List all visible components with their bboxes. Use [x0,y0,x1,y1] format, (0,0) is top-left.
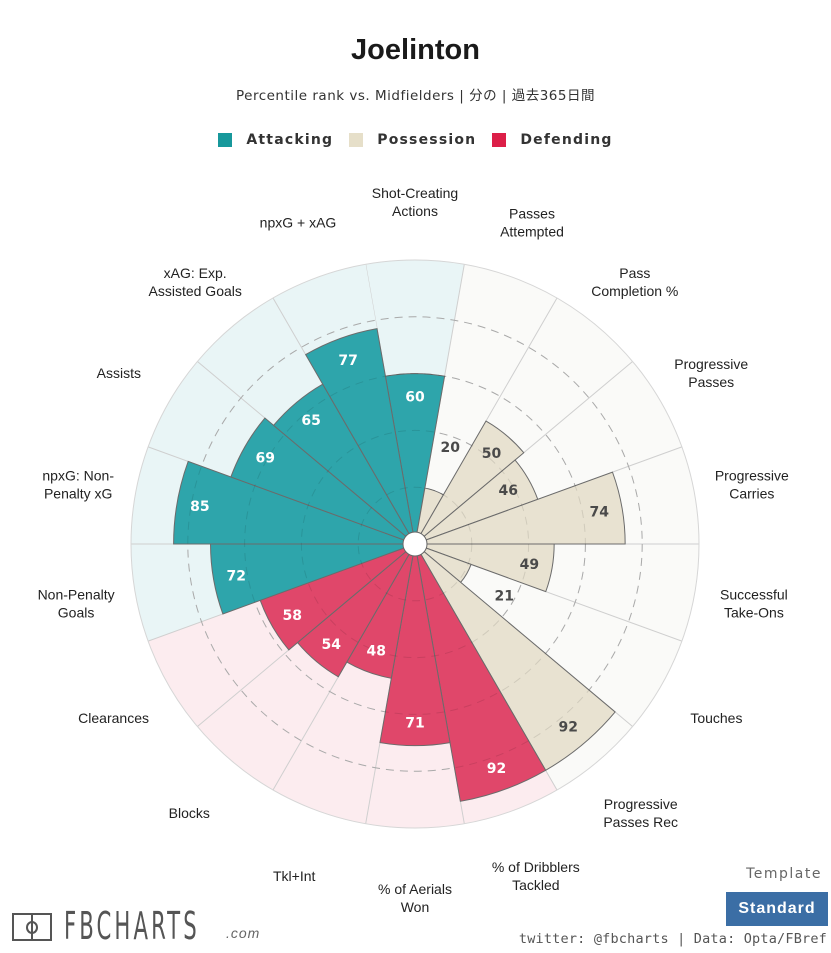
gridline-overlay-60 [244,373,586,715]
outer-ring [130,259,700,829]
category-label-clearances: Clearances [78,710,149,726]
category-label-npxg-xag: npxG + xAG [260,215,337,231]
gridline-overlay-20 [357,486,473,602]
category-label-passes-attempted: Passes Attempted [500,206,564,240]
legend-label-possession: Possession [377,132,477,148]
category-label-of-dribblers-tackled: % of Dribblers Tackled [492,859,580,893]
category-label-of-aerials-won: % of Aerials Won [378,881,452,915]
legend-item-attacking: Attacking [218,132,333,148]
gridline-overlay-80 [187,316,643,772]
value-label: 54 [321,637,341,653]
value-label: 77 [338,353,357,369]
bars [173,328,626,802]
value-label: 58 [283,608,302,624]
category-label-progressive-carries: Progressive Carries [715,468,789,502]
value-label: 21 [494,589,513,605]
value-label: 92 [558,720,577,736]
category-label-pass-completion: Pass Completion % [591,265,678,299]
gridlines-on-bars [187,316,643,772]
value-label: 20 [440,440,460,456]
category-label-successful-take-ons: Successful Take-Ons [720,587,788,621]
sector-dividers [130,259,700,829]
value-label: 48 [366,644,385,660]
pitch-icon [12,913,52,941]
category-label-progressive-passes: Progressive Passes [674,356,748,390]
legend-swatch-defending [492,133,507,147]
bar-npxg-non-penalty-xg [173,460,416,545]
value-label: 92 [487,761,506,777]
value-label: 49 [520,557,539,573]
value-label: 74 [590,505,610,521]
gridline-overlay-40 [300,429,530,659]
value-label: 46 [498,483,517,499]
template-label: Template [746,866,822,882]
background-sector-touches [415,544,682,727]
legend-swatch-attacking [218,133,233,147]
category-labels: Shot-Creating Actions Passes Attempted Pass C… [38,185,789,915]
legend: Attacking Possession Defending [0,132,831,148]
data-credit: twitter: @fbcharts | Data: Opta/FBref [518,931,827,947]
value-labels: 60 20 50 46 74 49 21 92 92 71 48 54 58 72 85 69 65 77 [190,353,609,777]
category-label-tkl-int: Tkl+Int [273,868,316,884]
value-label: 60 [405,390,425,406]
center-hole [402,531,428,557]
logo-text: FBCHARTS [64,904,200,948]
bar-assists [230,417,416,545]
gridline-80 [187,316,643,772]
bar-progressive-carries [414,471,626,545]
chart-subtitle: Percentile rank vs. Midfielders | 分の | 過… [235,88,595,104]
value-label: 72 [227,569,246,585]
bar-successful-take-ons [414,543,555,593]
bar-of-dribblers-tackled [414,543,547,802]
legend-label-attacking: Attacking [246,132,334,148]
category-label-npxg-non-penalty-xg: npxG: Non-Penalty xG [42,468,114,502]
category-label-touches: Touches [690,710,742,726]
legend-item-defending: Defending [492,132,612,148]
background-sector-passes-attempted [415,264,557,544]
logo-suffix: .com [226,925,261,941]
category-label-xag-exp-assisted-goals: xAG: Exp. Assisted Goals [149,265,242,299]
template-standard-button[interactable]: Standard [726,892,828,926]
category-label-assists: Assists [97,365,141,381]
bar-npxg-xag [304,328,416,545]
value-label: 85 [190,499,209,515]
category-label-progressive-passes-rec: Progressive Passes Rec [603,796,678,830]
value-label: 50 [482,446,502,462]
category-label-blocks: Blocks [169,805,210,821]
category-label-non-penalty-goals: Non-Penalty Goals [38,587,115,621]
value-label: 69 [255,451,274,467]
legend-item-possession: Possession [349,132,476,148]
bar-pass-completion [414,420,525,545]
value-label: 65 [301,413,320,429]
value-label: 71 [405,716,424,732]
legend-label-defending: Defending [520,132,613,148]
bar-of-aerials-won [379,543,451,747]
legend-swatch-possession [349,133,364,147]
category-label-shot-creating-actions: Shot-Creating Actions [372,185,458,219]
fbcharts-logo: FBCHARTS .com [12,904,259,948]
chart-title: Joelinton [351,34,480,66]
